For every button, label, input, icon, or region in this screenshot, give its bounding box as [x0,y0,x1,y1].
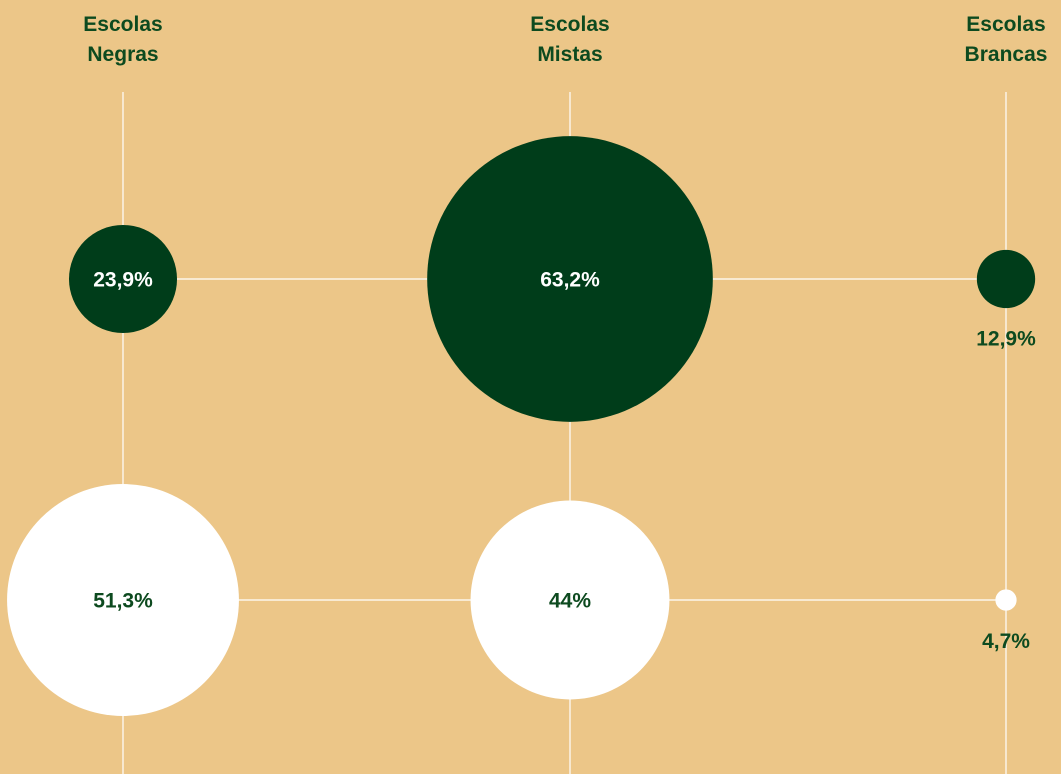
value-label: 4,7% [982,630,1030,653]
value-label: 23,9% [93,269,153,292]
column-label: Escolas Negras [83,13,163,66]
bubble [68,224,178,334]
bubble [976,249,1036,309]
bubble [427,136,713,422]
value-label: 63,2% [540,269,600,292]
value-label: 12,9% [976,328,1036,351]
bubble [995,589,1017,611]
value-label: 44% [549,590,591,613]
bubble [470,500,670,700]
value-label: 51,3% [93,590,153,613]
column-label: Escolas Brancas [964,13,1048,66]
column-label: Escolas Mistas [530,13,610,66]
bubble [7,484,239,716]
